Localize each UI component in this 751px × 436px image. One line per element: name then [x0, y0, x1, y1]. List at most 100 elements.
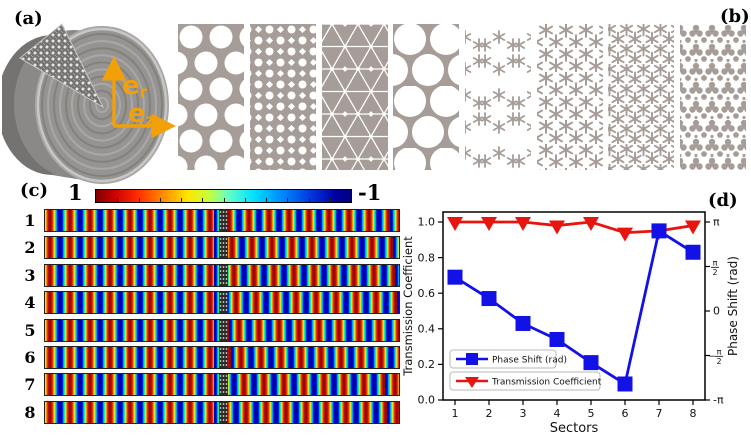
- phase-marker: [447, 269, 463, 285]
- incident-wave-field: [45, 401, 220, 423]
- x-tick-label: 3: [520, 407, 527, 420]
- transmission-marker: [549, 220, 565, 235]
- colorbar-tick: [223, 198, 225, 202]
- row-label: 2: [24, 238, 36, 258]
- metasurface-slab: [219, 319, 228, 341]
- x-axis-label: Sectors: [550, 421, 599, 436]
- transmitted-wave-field: [227, 374, 399, 396]
- incident-wave-field: [45, 347, 220, 368]
- field-row: [44, 209, 400, 232]
- incident-wave-field: [45, 210, 220, 231]
- colorbar-tick: [138, 198, 140, 202]
- legend-marker-square: [466, 353, 478, 365]
- wedge-cutaway: [19, 23, 105, 109]
- row-label: 6: [24, 348, 36, 367]
- field-row: [44, 373, 400, 397]
- legend-label: Transmission Coefficient: [491, 378, 602, 388]
- transmission-marker: [447, 217, 463, 231]
- disc-ring: [41, 33, 163, 177]
- disc-ring: [95, 96, 109, 114]
- x-tick-label: 8: [690, 407, 697, 420]
- axis-label-er: er: [122, 71, 148, 101]
- row-label: 4: [24, 293, 36, 313]
- y-tick-left-label: 0.8: [418, 251, 436, 264]
- y-tick-left-label: 0.0: [418, 394, 436, 407]
- transmitted-wave-field: [227, 264, 399, 286]
- row-label: 8: [24, 402, 36, 422]
- phase-marker: [617, 376, 633, 392]
- unit-cell-pattern-strips: [178, 24, 746, 170]
- x-tick-label: 5: [588, 407, 595, 420]
- y-tick-left-label: 0.6: [418, 287, 436, 300]
- transmitted-wave-field: [227, 237, 399, 259]
- y-tick-right-label: 2: [712, 268, 717, 277]
- legend-box: [449, 371, 601, 391]
- transmitted-wave-field: [227, 210, 399, 231]
- phase-marker: [651, 223, 667, 239]
- axis-label-ez: ez: [128, 99, 155, 129]
- colorbar-tick: [287, 198, 289, 202]
- field-row: [44, 236, 400, 260]
- field-row: [44, 400, 400, 424]
- row-label: 3: [24, 265, 36, 285]
- legend-marker-triangle: [465, 377, 479, 388]
- y-tick-right-label: 2: [716, 357, 721, 366]
- colorbar-tick: [181, 198, 182, 202]
- row-label: 5: [24, 320, 36, 340]
- y-tick-left-label: 0.4: [418, 323, 436, 336]
- field-row: [44, 291, 400, 315]
- disc-ring: [35, 25, 169, 185]
- pattern-strip-dense-snowflake-lattice: [608, 24, 674, 170]
- x-tick-label: 1: [452, 407, 459, 420]
- incident-wave-field: [45, 292, 220, 314]
- plot-area: [442, 211, 706, 401]
- y-tick-left-label: 1.0: [418, 216, 436, 229]
- colorbar-tick: [159, 198, 161, 202]
- colorbar-tick: [244, 198, 246, 202]
- metasurface-slab: [219, 347, 228, 368]
- phase-marker: [685, 244, 701, 260]
- transmission-phase-chart: 1 2 3 4 5 6 7 8Sectors0.00.20.40.60.81.0Transmi…: [401, 211, 740, 436]
- colorbar-tick: [329, 198, 331, 202]
- row-label: 7: [24, 375, 36, 395]
- metasurface-slab: [219, 237, 228, 259]
- y-axis-right-label: Phase Shift (rad): [726, 256, 740, 356]
- colorbar: [95, 189, 352, 203]
- incident-wave-field: [45, 319, 220, 341]
- y-tick-right-label: π: [717, 348, 722, 357]
- transmission-marker: [685, 220, 701, 235]
- disc-ring: [47, 40, 157, 170]
- y-axis-left-label: Transmission Coefficient: [401, 236, 415, 377]
- metalens-3d-illustration: er ez: [2, 23, 176, 185]
- disc-ring: [59, 54, 145, 156]
- disc-outer-ring: [36, 27, 168, 183]
- disc-ring: [53, 47, 151, 163]
- y-tick-left-label: 0.2: [418, 358, 436, 371]
- panel-c-label: (c): [20, 180, 48, 201]
- metasurface-slab: [219, 292, 228, 314]
- incident-wave-field: [45, 237, 220, 259]
- phase-marker: [481, 291, 497, 307]
- colorbar-min-label: -1: [358, 180, 382, 205]
- pattern-strip-star-ring-lattice: [465, 24, 531, 170]
- pattern-strip-triangular-lattice: [322, 24, 388, 170]
- colorbar-tick: [308, 198, 310, 202]
- disc-ring: [83, 82, 121, 128]
- colorbar-max-label: 1: [68, 180, 83, 205]
- legend-label: Phase Shift (rad): [492, 356, 567, 366]
- metasurface-slab: [219, 374, 228, 396]
- panel-d-label: (d): [708, 190, 738, 211]
- pattern-strip-dense-cluster-lattice: [680, 24, 746, 170]
- y-tick-right-label: -π: [713, 394, 724, 407]
- colorbar-tick: [202, 198, 204, 202]
- transmitted-wave-field: [227, 292, 399, 314]
- incident-wave-field: [45, 264, 220, 286]
- field-row: [44, 263, 400, 287]
- x-tick-label: 6: [622, 407, 629, 420]
- x-tick-label: 2: [486, 407, 493, 420]
- phase-marker: [515, 315, 531, 331]
- x-tick-label: 4: [554, 407, 561, 420]
- phase-marker: [583, 355, 599, 371]
- panel-a-label: (a): [14, 8, 43, 29]
